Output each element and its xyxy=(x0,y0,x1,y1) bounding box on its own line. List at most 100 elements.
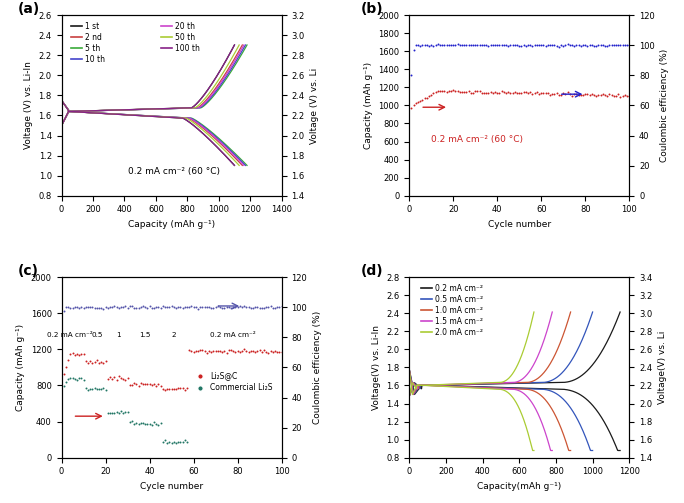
Point xyxy=(120,376,131,384)
Point xyxy=(272,303,282,311)
Point xyxy=(83,303,94,311)
Point xyxy=(412,98,423,106)
Y-axis label: Voltage(V) vs. Li-In: Voltage(V) vs. Li-In xyxy=(371,325,381,410)
Point xyxy=(230,348,241,356)
Point xyxy=(521,88,531,96)
Point xyxy=(488,41,499,49)
Point xyxy=(611,41,622,49)
Point xyxy=(114,372,124,380)
Point xyxy=(78,304,89,312)
Point xyxy=(94,304,105,312)
Point xyxy=(492,89,503,97)
Text: 1.5: 1.5 xyxy=(140,331,151,338)
Point xyxy=(144,420,155,428)
Point xyxy=(584,41,595,49)
Point xyxy=(103,409,114,417)
Point xyxy=(98,384,109,392)
Point xyxy=(441,41,452,49)
Point xyxy=(494,41,505,49)
Point xyxy=(137,302,148,310)
Point xyxy=(468,41,479,49)
Point xyxy=(485,88,496,96)
Point xyxy=(516,42,527,50)
Text: 2: 2 xyxy=(172,331,176,338)
Point xyxy=(175,384,186,392)
Point xyxy=(463,88,474,96)
Point xyxy=(232,303,243,311)
Point xyxy=(67,304,78,312)
Point xyxy=(65,350,76,358)
Point xyxy=(67,349,78,357)
Point xyxy=(217,348,228,356)
Point xyxy=(465,89,476,97)
Point xyxy=(600,42,611,50)
Point xyxy=(246,303,256,311)
Point xyxy=(457,88,468,96)
Point xyxy=(602,42,613,50)
Point xyxy=(272,348,282,356)
Point xyxy=(153,380,164,388)
Point xyxy=(555,41,566,49)
Point xyxy=(157,385,168,393)
Point xyxy=(448,86,459,94)
Point xyxy=(551,42,562,50)
Point xyxy=(432,40,443,48)
Point xyxy=(516,89,527,97)
Point xyxy=(100,357,111,365)
Point xyxy=(228,347,239,355)
Point xyxy=(512,90,523,98)
Point xyxy=(571,90,582,98)
Point xyxy=(501,41,512,49)
Point xyxy=(201,349,212,357)
Point xyxy=(547,90,557,98)
Text: (b): (b) xyxy=(361,3,384,16)
Point xyxy=(536,89,547,97)
Point xyxy=(159,386,170,394)
Point xyxy=(492,41,503,49)
Point xyxy=(206,348,217,356)
Point xyxy=(195,303,206,311)
Point xyxy=(488,89,499,97)
Point xyxy=(87,385,98,393)
Point xyxy=(131,419,142,427)
Point xyxy=(501,90,512,98)
Point xyxy=(417,41,428,49)
Point xyxy=(510,41,521,49)
X-axis label: Capacity (mAh g⁻¹): Capacity (mAh g⁻¹) xyxy=(128,220,215,229)
Point xyxy=(76,303,87,311)
Point xyxy=(122,408,133,416)
Point xyxy=(256,304,267,312)
Point xyxy=(496,41,507,49)
Point xyxy=(144,380,155,388)
Point xyxy=(263,303,274,311)
Point xyxy=(168,302,179,310)
Point xyxy=(463,41,474,49)
Point xyxy=(591,42,602,50)
Point xyxy=(615,93,626,101)
Point xyxy=(58,307,69,315)
Point xyxy=(83,386,94,394)
Point xyxy=(434,41,445,49)
Y-axis label: Voltage (V) vs. Li: Voltage (V) vs. Li xyxy=(310,67,319,143)
Text: 0.2 mA cm⁻²: 0.2 mA cm⁻² xyxy=(47,331,93,338)
Point xyxy=(186,348,197,356)
Point xyxy=(419,41,430,49)
Point xyxy=(199,347,210,355)
Point xyxy=(177,384,188,392)
Point xyxy=(142,420,153,428)
Point xyxy=(122,304,133,312)
Point xyxy=(521,41,531,49)
Point xyxy=(135,303,146,311)
Point xyxy=(228,303,239,311)
Point xyxy=(505,41,516,49)
Point xyxy=(157,438,168,446)
Point xyxy=(127,381,137,389)
Point xyxy=(230,302,241,310)
Point xyxy=(72,376,83,384)
Point xyxy=(604,41,615,49)
Point xyxy=(181,384,192,392)
Point xyxy=(573,41,584,49)
Point xyxy=(58,382,69,390)
Point xyxy=(261,303,272,311)
Point xyxy=(523,41,534,49)
